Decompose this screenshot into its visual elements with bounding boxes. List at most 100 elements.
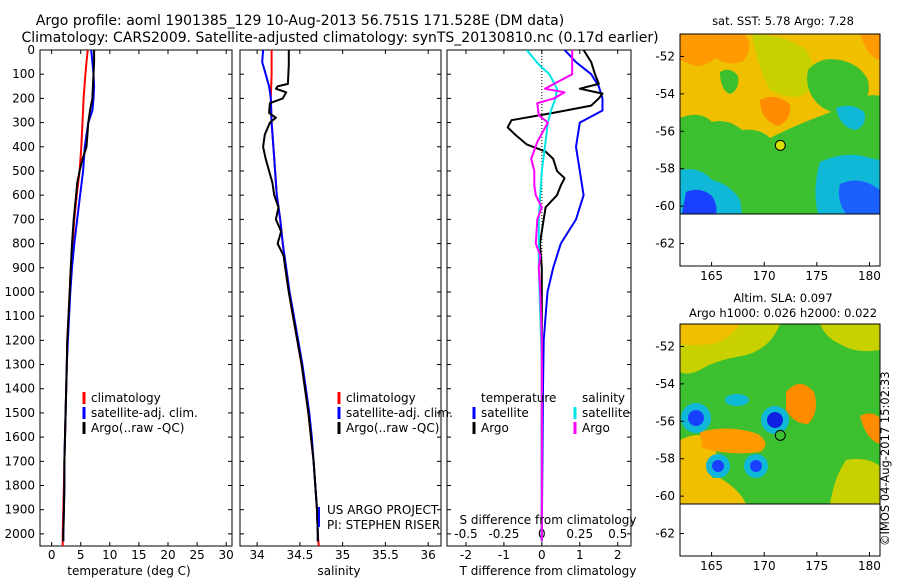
x-tick-label: 36 xyxy=(421,548,436,562)
sst-transition-region xyxy=(752,34,814,97)
legend-label-argo: Argo(..raw -QC) xyxy=(91,421,184,435)
x-tick-label: 35.5 xyxy=(372,548,399,562)
sla-eddy-warm xyxy=(786,384,816,424)
map-lat-label: -60 xyxy=(655,199,675,213)
depth-tick-label: 400 xyxy=(12,140,35,154)
sst-very-cold-region xyxy=(682,189,717,214)
legend-label-argo: Argo(..raw -QC) xyxy=(346,421,439,435)
salinity-series xyxy=(261,50,320,546)
x-tick-label: 5 xyxy=(77,548,85,562)
sla-high-region xyxy=(680,478,746,504)
temperature-x-axis: 0 5 10 15 20 25 30 xyxy=(48,50,234,562)
sst-map-axes-ticks: 165 170 175 180 -52 -54 -56 -58 -60 -62 xyxy=(655,49,881,283)
difference-series xyxy=(506,50,604,542)
map-lat-label: -54 xyxy=(655,87,675,101)
sla-eddy-cold xyxy=(688,410,704,426)
sst-cold-region xyxy=(720,69,739,94)
x-tick-label: 15 xyxy=(131,548,146,562)
depth-tick-label: 600 xyxy=(12,188,35,202)
legend-label-s-argo: Argo xyxy=(582,421,610,435)
depth-tick-label: 1900 xyxy=(4,503,35,517)
legend-label-climatology: climatology xyxy=(346,391,416,405)
map-lat-label: -60 xyxy=(655,489,675,503)
series-line-climatology xyxy=(269,50,320,546)
sla-map-title-1: Altim. SLA: 0.097 xyxy=(733,291,832,305)
series-line-t-argo xyxy=(506,50,604,542)
map-lat-label: -58 xyxy=(655,162,675,176)
legend-title-salinity: salinity xyxy=(582,391,625,405)
argo-float-marker xyxy=(774,139,786,151)
map-lat-label: -54 xyxy=(655,377,675,391)
project-pi: PI: STEPHEN RISER xyxy=(327,518,440,532)
x-tick-label: 0 xyxy=(48,548,56,562)
difference-axes xyxy=(446,49,632,547)
title-line-1: Argo profile: aoml 1901385_129 10-Aug-20… xyxy=(36,13,564,29)
map-lon-label: 170 xyxy=(753,559,776,573)
x-tick-label: 0.5 xyxy=(608,527,627,541)
x-tick-label: 1 xyxy=(576,548,584,562)
sla-map-title-2: Argo h1000: 0.026 h2000: 0.022 xyxy=(689,306,877,320)
depth-tick-label: 0 xyxy=(27,43,35,57)
series-line-satellite-adj-clim xyxy=(62,50,96,542)
map-lon-label: 170 xyxy=(753,269,776,283)
sla-map-axes xyxy=(679,323,881,557)
map-lon-label: 175 xyxy=(805,559,828,573)
series-line-argo-raw-qc xyxy=(62,50,96,542)
difference-legend: temperature satellite Argo salinity sate… xyxy=(472,391,630,435)
series-line-climatology xyxy=(61,50,89,546)
legend-label-climatology: climatology xyxy=(91,391,161,405)
x-tick-label: -2 xyxy=(460,548,472,562)
map-lat-label: -56 xyxy=(655,124,675,138)
s-difference-xlabel: S difference from climatology xyxy=(460,513,637,527)
legend-label-t-satellite: satellite xyxy=(481,406,529,420)
depth-tick-label: 1600 xyxy=(4,430,35,444)
x-tick-label: -0.5 xyxy=(454,527,477,541)
sst-warm-region xyxy=(860,34,880,60)
map-lat-label: -58 xyxy=(655,452,675,466)
sla-map xyxy=(679,323,881,557)
map-lat-label: -62 xyxy=(655,237,675,251)
series-line-argo-raw-qc xyxy=(262,50,319,542)
sst-very-cold-region xyxy=(836,105,865,130)
legend-label-satellite: satellite-adj. clim. xyxy=(346,406,453,420)
temperature-xlabel: temperature (deg C) xyxy=(67,564,190,578)
map-lat-label: -52 xyxy=(655,339,675,353)
legend-label-t-argo: Argo xyxy=(481,421,509,435)
x-tick-label: -1 xyxy=(498,548,510,562)
x-tick-label: 2 xyxy=(614,548,622,562)
map-lon-label: 180 xyxy=(858,559,881,573)
x-tick-label: 30 xyxy=(219,548,234,562)
sst-map-axes xyxy=(679,33,881,267)
depth-tick-label: 1000 xyxy=(4,285,35,299)
x-tick-label: -0.25 xyxy=(488,527,519,541)
depth-tick-label: 1700 xyxy=(4,454,35,468)
sla-eddy-cold xyxy=(767,412,783,428)
x-tick-label: 25 xyxy=(189,548,204,562)
project-name: US ARGO PROJECT xyxy=(327,503,439,517)
t-difference-x-axis: -2 -1 0 1 2 xyxy=(460,50,622,562)
x-tick-label: 34 xyxy=(249,548,264,562)
map-lon-label: 165 xyxy=(700,559,723,573)
s-difference-x-axis: -0.5-0.2500.250.5 xyxy=(454,527,627,541)
sst-very-cold-region xyxy=(838,180,880,214)
depth-tick-label: 700 xyxy=(12,212,35,226)
t-difference-xlabel: T difference from climatology xyxy=(459,564,637,578)
imos-credit: ©IMOS 04-Aug-2017 15:02:33 xyxy=(878,371,892,546)
depth-tick-label: 1200 xyxy=(4,333,35,347)
depth-tick-label: 100 xyxy=(12,67,35,81)
sla-high-region xyxy=(830,458,880,504)
salinity-x-axis: 34 34.5 35 35.5 36 xyxy=(249,50,436,562)
sla-eddy-warm xyxy=(700,428,766,454)
x-tick-label: 0 xyxy=(538,548,546,562)
sla-eddy-cold xyxy=(750,460,762,472)
depth-tick-label: 1300 xyxy=(4,358,35,372)
map-lon-label: 175 xyxy=(805,269,828,283)
map-lat-label: -62 xyxy=(655,527,675,541)
x-tick-label: 35 xyxy=(335,548,350,562)
map-lon-label: 180 xyxy=(858,269,881,283)
depth-tick-label: 500 xyxy=(12,164,35,178)
sst-cold-region xyxy=(807,59,869,114)
argo-float-marker xyxy=(774,429,786,441)
depth-tick-label: 1100 xyxy=(4,309,35,323)
